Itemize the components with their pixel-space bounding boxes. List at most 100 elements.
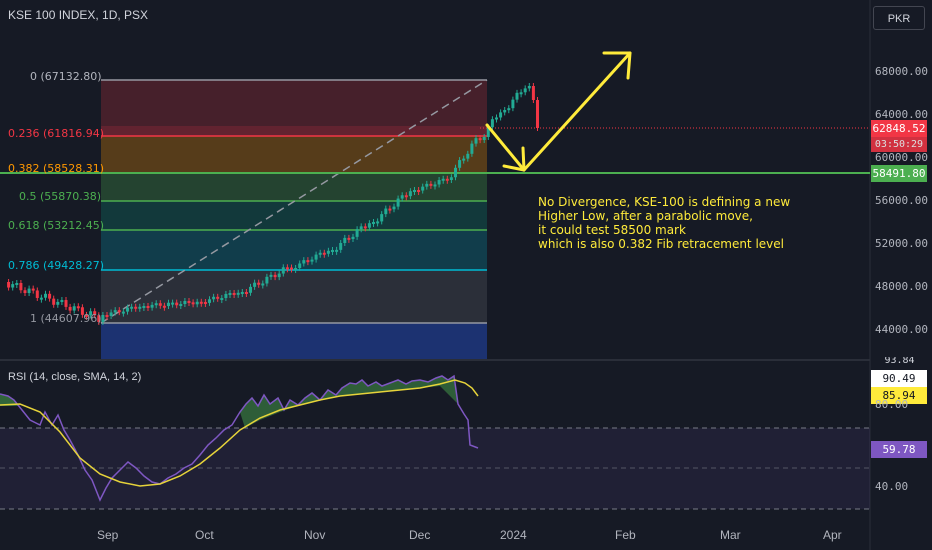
candle-body xyxy=(179,304,183,307)
candle-body xyxy=(121,311,125,314)
time-axis-label: Oct xyxy=(195,528,214,542)
candle-body xyxy=(68,306,72,311)
candle-body xyxy=(495,117,498,120)
candle-body xyxy=(113,310,117,313)
time-axis-label: Sep xyxy=(97,528,119,542)
candle-body xyxy=(191,302,195,305)
price-tick-label: 44000.00 xyxy=(875,323,928,336)
candle-body xyxy=(277,273,281,278)
candle-body xyxy=(523,88,527,93)
candle-body xyxy=(175,302,179,306)
candle-body xyxy=(388,208,392,211)
candle-body xyxy=(339,243,343,250)
candle-body xyxy=(85,314,88,317)
candle-body xyxy=(220,298,224,301)
candle-body xyxy=(367,223,371,228)
candle-body xyxy=(142,306,146,308)
candle-body xyxy=(64,300,68,307)
candle-body xyxy=(527,86,531,89)
candle-body xyxy=(257,282,261,285)
candle-body xyxy=(441,178,445,181)
price-tick-label: 60000.00 xyxy=(875,151,928,164)
candle-body xyxy=(208,299,211,303)
candle-body xyxy=(458,160,462,168)
candle-body xyxy=(261,283,265,286)
candle-body xyxy=(224,293,228,299)
rsi-tick-40: 40.00 xyxy=(875,480,909,493)
currency-button[interactable]: PKR xyxy=(873,6,925,30)
candle-body xyxy=(536,100,539,128)
rsi-indicator-label[interactable]: RSI (14, close, SMA, 14, 2) xyxy=(8,371,142,383)
fib-retracement[interactable] xyxy=(100,79,488,359)
candle-body xyxy=(396,198,400,207)
countdown-tag: 03:50:29 xyxy=(871,137,927,152)
candle-body xyxy=(433,184,437,187)
rsi-tick-80: 80.00 xyxy=(875,398,909,411)
candle-body xyxy=(363,226,367,229)
candle-body xyxy=(171,302,175,305)
candle-body xyxy=(31,288,35,291)
time-axis-label: Mar xyxy=(720,528,741,542)
projection-arrows[interactable] xyxy=(485,51,632,172)
candle-body xyxy=(400,195,404,199)
current-price-tag: 62848.52 xyxy=(871,120,927,137)
candle-body xyxy=(445,178,449,181)
candle-body xyxy=(126,307,129,312)
candle-body xyxy=(515,92,519,100)
candle-body xyxy=(466,153,470,159)
candle-body xyxy=(72,306,76,311)
candle-body xyxy=(101,315,105,322)
annotation-line-1: No Divergence, KSE-100 is defining a new xyxy=(538,195,791,209)
candle-body xyxy=(290,267,293,270)
candle-body xyxy=(490,119,494,128)
candle-body xyxy=(19,282,23,291)
rsi-upper-tag: 90.49 xyxy=(871,370,927,387)
candle-body xyxy=(281,267,285,274)
rsi-sma-tag: 85.94 xyxy=(871,387,927,404)
candle-body xyxy=(314,254,318,260)
candle-body xyxy=(531,86,535,100)
candle-body xyxy=(478,138,482,141)
candle-body xyxy=(44,293,47,298)
candle-body xyxy=(343,237,347,244)
candle-body xyxy=(449,177,453,180)
fib-level-label: 0.786 (49428.27) xyxy=(8,259,105,272)
candle-body xyxy=(35,290,39,298)
annotation-line-2: Higher Low, after a parabolic move, xyxy=(538,209,753,223)
fib-level-label: 0.618 (53212.45) xyxy=(8,219,105,232)
candle-body xyxy=(253,282,257,287)
candle-body xyxy=(216,296,220,299)
candle-body xyxy=(470,143,474,154)
annotation-line-4: which is also 0.382 Fib retracement leve… xyxy=(538,237,784,251)
rsi-line xyxy=(0,374,479,502)
candle-body xyxy=(52,298,56,305)
candle-body xyxy=(392,206,396,210)
candle-body xyxy=(273,274,277,278)
annotation-line-3: it could test 58500 mark xyxy=(538,223,686,237)
candle-body xyxy=(302,260,306,264)
time-axis-label: Apr xyxy=(823,528,842,542)
candle-body xyxy=(183,301,187,305)
candle-body xyxy=(421,186,425,191)
candle-body xyxy=(454,167,457,178)
candle-body xyxy=(228,292,232,295)
symbol-title[interactable]: KSE 100 INDEX, 1D, PSX xyxy=(8,8,149,22)
candle-body xyxy=(150,304,154,308)
annotation-text[interactable]: No Divergence, KSE-100 is defining a new… xyxy=(538,195,790,251)
candle-body xyxy=(117,310,121,313)
candle-body xyxy=(244,292,248,294)
candle-body xyxy=(158,303,162,306)
price-tick-label: 68000.00 xyxy=(875,65,928,78)
candle-body xyxy=(138,306,142,309)
candle-body xyxy=(404,195,408,198)
candle-body xyxy=(23,290,27,294)
rsi-value-tag: 59.78 xyxy=(871,441,927,458)
candle-body xyxy=(187,301,191,304)
candle-body xyxy=(384,208,388,215)
candle-body xyxy=(359,226,363,230)
candle-body xyxy=(326,250,330,254)
time-axis-label: Feb xyxy=(615,528,636,542)
time-axis-label: Nov xyxy=(304,528,326,542)
candle-body xyxy=(130,306,134,309)
